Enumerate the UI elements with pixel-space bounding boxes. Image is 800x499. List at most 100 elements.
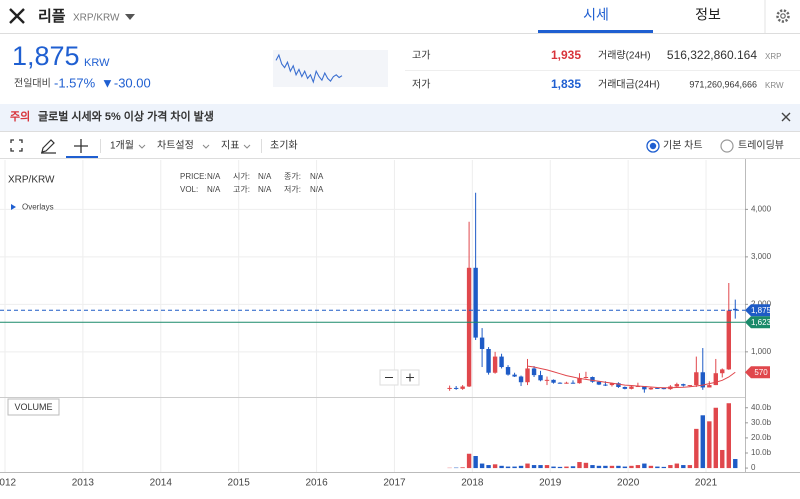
volume-bar — [538, 465, 542, 468]
draw-icon[interactable] — [41, 140, 56, 153]
volume-bar — [636, 465, 640, 468]
candle-body — [506, 367, 510, 375]
zoom-controls — [380, 370, 419, 385]
candle-body — [688, 385, 692, 386]
info-label: PRICE: — [180, 172, 207, 181]
volume-bar — [681, 465, 685, 468]
indicators[interactable]: 지표 — [221, 140, 239, 152]
candle-body — [480, 338, 484, 349]
stat-value: 1,835 — [551, 77, 581, 91]
y2-tick-label: 40.0b — [751, 403, 772, 412]
volume-bar — [662, 467, 666, 468]
active-indicator — [66, 156, 98, 158]
y-tick-label: 1,000 — [751, 347, 772, 356]
chart: XRP/KRW Overlays VOLUME — [0, 159, 800, 473]
candle-body — [571, 383, 575, 384]
price-tag-label: 1,875 — [751, 306, 772, 315]
x-tick-label: 2014 — [150, 478, 173, 489]
volume-bar — [467, 454, 471, 468]
candle-body — [655, 388, 659, 389]
y-tick-label: 3,000 — [751, 252, 772, 261]
price: 1,875 — [12, 41, 80, 71]
change-label: 전일대비 — [14, 78, 51, 90]
reset[interactable]: 초기화 — [270, 140, 298, 152]
chart-settings[interactable]: 차트설정 — [157, 140, 194, 152]
plot-area — [0, 160, 745, 472]
mode[interactable]: 트레이딩뷰 — [738, 140, 784, 152]
volume-bar — [545, 465, 549, 468]
volume-bar — [564, 467, 568, 469]
tab[interactable]: 정보 — [695, 7, 721, 23]
y2-tick-label: 10.0b — [751, 448, 772, 457]
candle-body — [675, 384, 679, 386]
candle-body — [467, 268, 471, 387]
stat-label: 저가 — [412, 79, 430, 91]
price-tag-label: 1,623 — [751, 318, 772, 327]
volume-bar — [551, 467, 555, 469]
info-label: 종가: — [284, 172, 301, 181]
y2-tick-label: 20.0b — [751, 433, 772, 442]
candle-body — [499, 357, 503, 367]
candle-body — [454, 388, 458, 389]
candle-body — [720, 369, 724, 373]
candle-body — [512, 375, 516, 377]
volume-bar — [590, 465, 594, 468]
volume-bar — [714, 408, 718, 468]
x-tick-label: 2012 — [0, 478, 17, 489]
candle-body — [486, 349, 490, 373]
candle-body — [584, 377, 588, 378]
fullscreen-icon[interactable] — [11, 140, 22, 151]
interval[interactable]: 1개월 — [110, 140, 134, 152]
header: 리플 XRP/KRW 시세 정보 — [0, 0, 800, 34]
tab-indicator — [538, 30, 653, 33]
volume-bar — [532, 465, 536, 468]
candle-body — [525, 368, 529, 382]
x-tick-label: 2019 — [539, 478, 562, 489]
stat-value: 516,322,860.164 — [667, 48, 757, 62]
radio[interactable] — [721, 140, 733, 152]
volume-bar — [610, 466, 614, 468]
overlays[interactable]: Overlays — [22, 203, 54, 212]
settings-icon[interactable] — [778, 11, 789, 22]
notice-tag: 주의 — [10, 109, 30, 123]
change-pct: -1.57% — [54, 75, 96, 90]
dropdown[interactable] — [125, 14, 135, 20]
volume-bar — [694, 429, 698, 468]
notice: 주의 글로벌 시세와 5% 이상 가격 차이 발생 — [0, 104, 800, 131]
chevron — [244, 145, 250, 148]
stat-label: 거래량(24H) — [598, 50, 651, 62]
volume-bar — [597, 466, 601, 468]
stat-value: 1,935 — [551, 48, 581, 62]
crosshair-icon[interactable] — [74, 139, 88, 153]
candle-body — [538, 375, 542, 380]
volume-bar — [558, 467, 562, 468]
volume-bar — [668, 465, 672, 468]
info-value: N/A — [207, 172, 221, 181]
volume-bar — [649, 466, 653, 468]
info-value: N/A — [207, 185, 221, 194]
tab[interactable]: 시세 — [583, 7, 609, 23]
volume-bar — [727, 403, 731, 468]
volume-bar — [577, 462, 581, 468]
x-tick-label: 2017 — [383, 478, 406, 489]
volume-bar — [688, 465, 692, 468]
x-tick-label: 2020 — [617, 478, 640, 489]
info-value: N/A — [310, 172, 324, 181]
candle-body — [545, 380, 549, 381]
candle-body — [694, 372, 698, 385]
toolbar: 1개월 차트설정 지표 초기화 기본 차트 트레이딩뷰 — [0, 132, 800, 159]
info-label: 저가: — [284, 185, 301, 194]
mode[interactable]: 기본 차트 — [663, 140, 703, 152]
volume-label: VOLUME — [14, 402, 52, 412]
stat-label: 고가 — [412, 50, 430, 62]
volume-bar — [623, 467, 627, 469]
volume-bar — [480, 464, 484, 469]
price-tag-label: 570 — [754, 368, 768, 377]
candle-body — [623, 387, 627, 389]
volume-bar — [493, 464, 497, 468]
x-tick-label: 2016 — [305, 478, 328, 489]
candle-body — [714, 373, 718, 385]
volume-bar — [642, 464, 646, 469]
candle-body — [707, 385, 711, 387]
